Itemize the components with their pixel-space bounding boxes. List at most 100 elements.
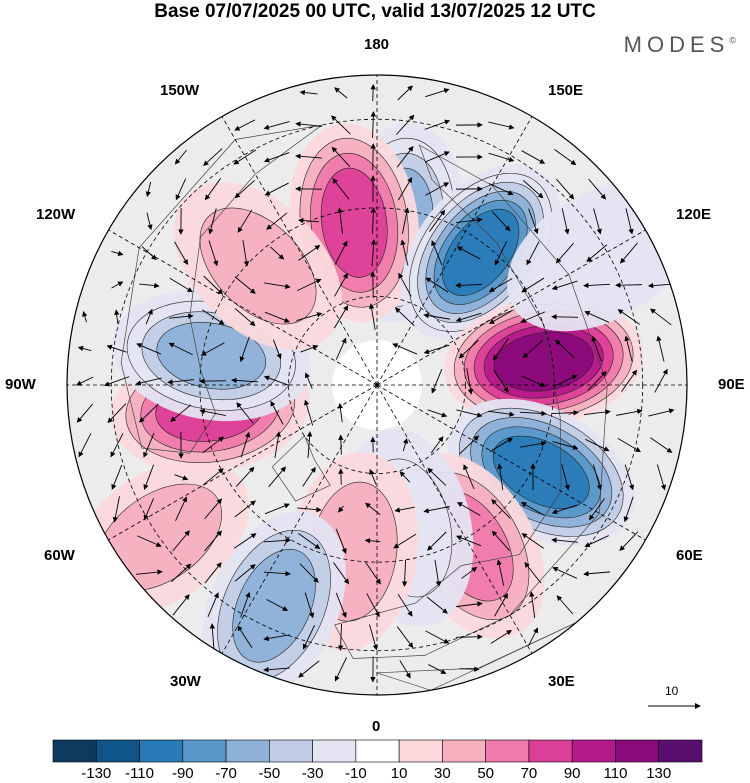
- wind-arrow: [493, 338, 509, 361]
- wind-arrow: [650, 437, 673, 453]
- wind-arrow: [112, 496, 120, 523]
- wind-arrow: [263, 666, 290, 673]
- wind-arrow: [529, 591, 536, 618]
- wind-arrow: [274, 431, 282, 458]
- wind-arrow: [334, 272, 348, 297]
- wind-arrow: [270, 400, 284, 425]
- wind-arrow: [591, 335, 602, 362]
- anomaly-contour: [199, 207, 317, 325]
- wind-arrow: [76, 376, 94, 386]
- wind-arrow: [459, 435, 480, 455]
- wind-arrow: [401, 559, 408, 587]
- wind-arrow: [234, 179, 255, 199]
- anomaly-contour: [232, 548, 316, 663]
- wind-arrow: [145, 308, 153, 325]
- wind-arrow: [648, 408, 675, 417]
- wind-arrow: [370, 143, 376, 171]
- wind-arrow: [335, 528, 347, 554]
- wind-arrow: [583, 282, 611, 289]
- wind-arrow: [364, 538, 381, 544]
- colorbar-swatch: [312, 739, 357, 763]
- wind-arrow: [268, 466, 286, 488]
- wind-arrow: [623, 496, 634, 523]
- wind-arrow: [171, 563, 192, 583]
- wind-arrow: [174, 149, 187, 165]
- meridian-line: [108, 384, 378, 541]
- wind-arrow: [455, 634, 483, 640]
- wind-arrow: [555, 242, 574, 264]
- wind-arrow: [174, 474, 189, 481]
- wind-arrow: [264, 182, 289, 196]
- wind-arrow: [239, 336, 250, 363]
- wind-arrow: [338, 434, 344, 455]
- wind-arrow: [141, 246, 157, 261]
- wind-arrow: [624, 464, 635, 491]
- lon-label-150e: 150E: [548, 82, 584, 99]
- wind-arrow: [266, 599, 289, 611]
- wind-arrow: [423, 312, 450, 320]
- anomaly-contour: [441, 208, 520, 296]
- wind-arrow: [425, 277, 449, 293]
- wind-arrow: [491, 530, 510, 552]
- wind-arrow: [551, 314, 579, 320]
- wind-arrow: [654, 368, 668, 393]
- wind-arrow: [103, 376, 130, 387]
- wind-arrow: [201, 309, 225, 325]
- wind-arrow: [234, 564, 256, 582]
- wind-arrow: [204, 498, 223, 520]
- wind-arrow: [488, 410, 515, 417]
- wind-arrow: [337, 623, 344, 651]
- wind-arrow: [428, 664, 447, 674]
- wind-arrow: [111, 464, 123, 490]
- wind-arrow: [493, 369, 509, 393]
- wind-arrow: [398, 272, 412, 297]
- wind-arrow: [431, 240, 443, 266]
- wind-arrow: [263, 537, 291, 544]
- wind-arrow: [337, 505, 344, 513]
- wind-arrow: [263, 121, 290, 130]
- wind-arrow: [272, 339, 282, 360]
- wind-arrow: [304, 592, 315, 619]
- meridian-line: [108, 229, 378, 386]
- colorbar-tick-label: -130: [81, 765, 112, 782]
- wind-arrow: [395, 114, 415, 135]
- wind-arrow: [175, 496, 188, 521]
- wind-arrow: [136, 569, 163, 575]
- graticule: [67, 75, 687, 695]
- colorbar-tick-label: 10: [390, 765, 408, 782]
- wind-arrow: [521, 533, 544, 549]
- colorbar-tick-label: -110: [125, 765, 154, 782]
- anomaly-contour: [156, 322, 267, 390]
- wind-arrow: [203, 275, 224, 295]
- wind-arrow: [76, 403, 94, 423]
- wind-arrow: [650, 308, 672, 326]
- wind-arrow: [333, 562, 350, 585]
- wind-arrow: [584, 311, 610, 323]
- wind-arrow: [458, 339, 479, 359]
- wind-arrow: [524, 562, 542, 584]
- wind-arrow: [143, 498, 154, 521]
- wind-arrow: [461, 566, 478, 579]
- wind-arrow: [423, 506, 450, 514]
- wind-arrow: [200, 342, 225, 356]
- wind-arrow: [136, 343, 162, 355]
- wind-arrow: [425, 182, 450, 196]
- wind-arrow: [233, 149, 257, 165]
- meridian-line: [376, 384, 646, 541]
- wind-arrow: [174, 241, 188, 266]
- wind-arrow: [520, 311, 546, 323]
- wind-arrow: [139, 282, 160, 289]
- colorbar-swatch: [442, 739, 486, 763]
- wind-arrow: [551, 504, 578, 515]
- wind-arrow: [556, 595, 574, 615]
- wind-arrow: [551, 409, 579, 416]
- wind-arrow: [168, 342, 193, 356]
- wind-arrow: [396, 626, 414, 649]
- wind-arrow: [298, 217, 320, 224]
- wind-arrow: [263, 375, 290, 386]
- wind-arrow: [488, 278, 513, 292]
- wind-arrow: [400, 239, 409, 266]
- wind-arrow: [556, 178, 575, 200]
- colorbar-tick-label: 70: [520, 765, 538, 782]
